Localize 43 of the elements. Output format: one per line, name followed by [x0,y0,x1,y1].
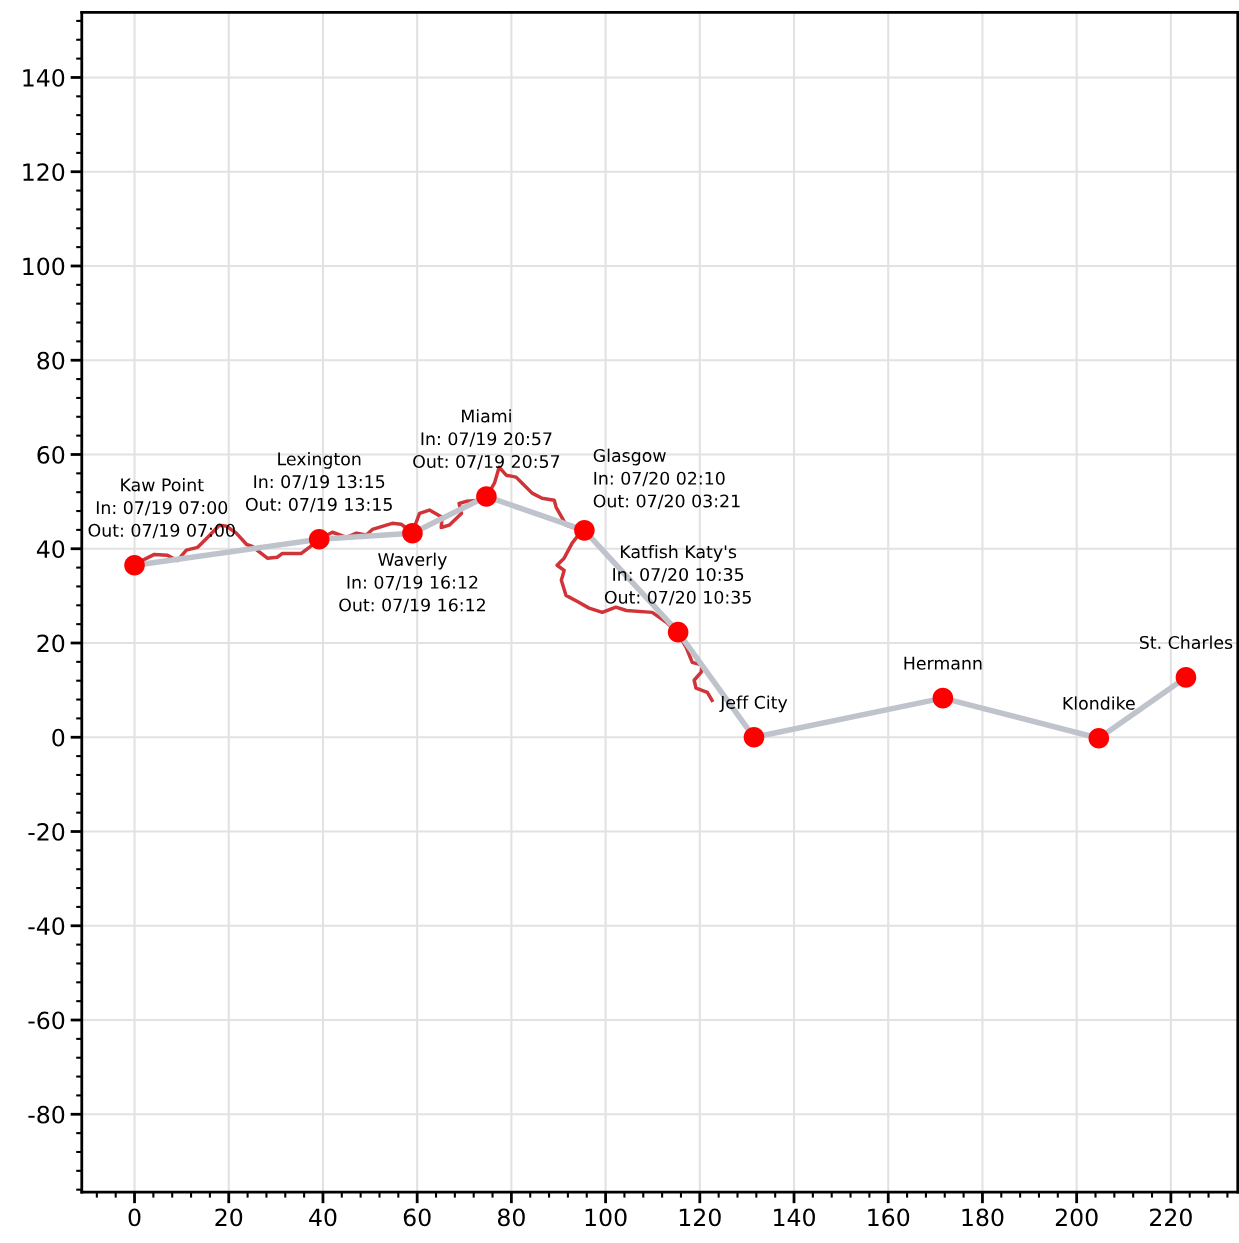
y-tick-label: 40 [36,540,65,559]
x-tick-label: 140 [774,1208,815,1227]
y-tick-label: 120 [23,163,65,182]
point [743,726,765,748]
y-tick-label: -60 [28,1011,65,1030]
x-tick-label: 220 [1150,1208,1192,1227]
point [932,687,954,709]
annotation: Jeff City [719,695,788,713]
annotation: Klondike [1063,696,1135,710]
x-tick-label: 40 [309,1208,337,1227]
annotation: Waverly In: 07/19 16:12 Out: 07/19 16:12 [339,552,485,613]
point [476,486,497,507]
y-tick-label: 100 [23,257,65,276]
annotation: Lexington In: 07/19 13:15 Out: 07/19 13:15 [245,452,392,513]
y-tick-label: 80 [37,351,65,370]
x-tick-label: 160 [868,1208,910,1227]
y-tick-label: 0 [52,728,65,747]
annotation: Miami In: 07/19 20:57 Out: 07/19 20:57 [413,409,560,470]
annotation: Katfish Katy's In: 07/20 10:35 Out: 07/20 10:35 [604,544,751,606]
point [1175,667,1197,688]
y-tick-label: -80 [28,1105,65,1124]
point [1088,727,1110,749]
y-tick-label: 60 [37,445,65,464]
point [402,522,423,544]
annotation: Glasgow In: 07/20 02:10 Out: 07/20 03:21 [593,448,740,509]
x-tick-label: 180 [962,1208,1004,1227]
x-tick-label: 60 [403,1208,431,1227]
x-tick-label: 120 [679,1208,721,1227]
point [574,520,595,541]
point [667,621,689,643]
y-tick-label: 140 [23,68,65,87]
point [308,529,330,550]
annotation: St. Charles [1139,635,1233,650]
x-tick-label: 100 [585,1208,627,1227]
y-tick-label: 20 [37,634,65,653]
y-tick-label: -20 [28,822,65,841]
point [124,554,145,576]
x-tick-label: 80 [497,1208,525,1227]
x-tick-label: 0 [128,1208,141,1227]
x-tick-label: 20 [215,1208,243,1227]
annotation: Hermann [904,656,982,670]
y-tick-label: -40 [28,917,65,936]
x-tick-label: 200 [1055,1208,1098,1227]
